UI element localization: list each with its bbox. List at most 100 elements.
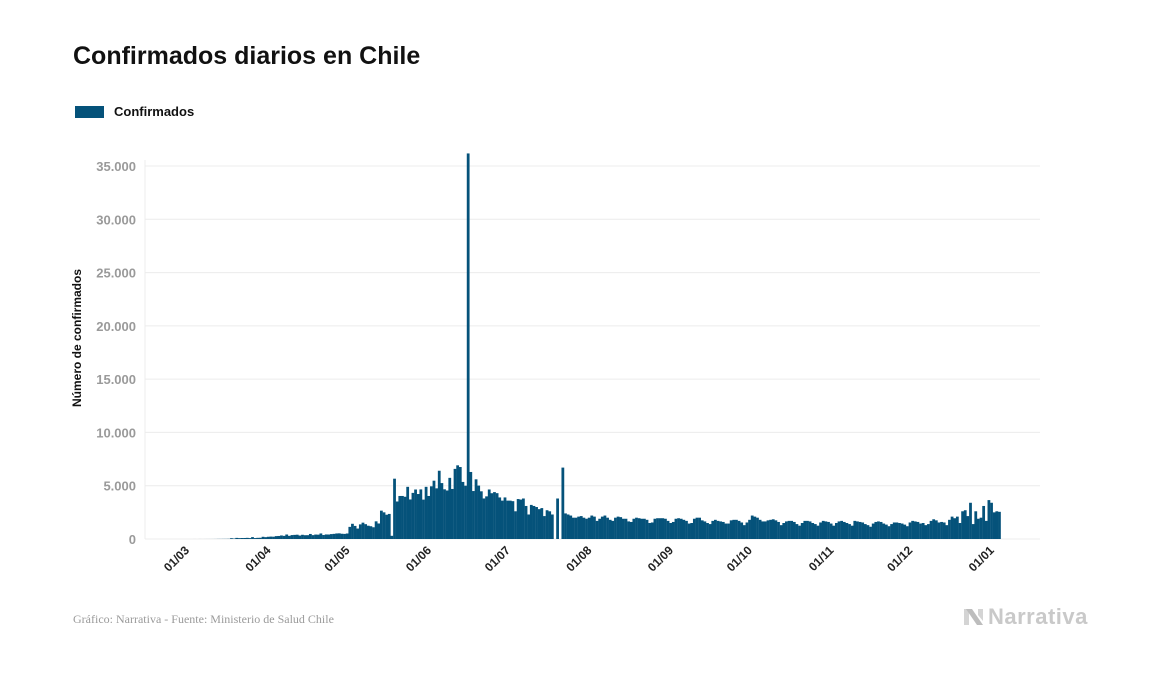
bar [395,501,399,539]
bar [627,521,630,539]
bar [692,518,696,539]
bar [390,535,394,539]
bar [932,519,936,539]
bar [337,533,341,539]
bar [614,517,617,539]
bar [606,517,609,539]
bar [422,499,425,539]
x-tick-label: 01/11 [806,543,837,574]
y-tick-label: 25.000 [96,266,136,281]
bar [671,521,675,539]
bar [574,517,578,539]
bar [929,520,933,539]
bar [406,486,410,539]
bar [984,520,988,539]
y-tick-label: 10.000 [96,425,136,440]
bar [298,535,302,539]
bar [829,523,833,539]
bar [995,511,999,539]
x-tick-label: 01/01 [966,543,997,574]
bar [519,499,523,539]
bar [934,520,938,539]
bar [916,521,920,539]
bar [590,515,594,539]
bar [280,535,283,539]
y-tick-label: 5.000 [103,479,136,494]
bar [408,499,412,539]
bar [666,520,670,539]
bar [719,521,723,539]
bar [905,526,909,539]
bar [274,536,278,539]
bar [514,511,517,539]
bar [998,511,1001,539]
bar [485,496,488,539]
bar [316,534,320,539]
bar [437,470,441,539]
bar [282,535,286,539]
bar [656,518,659,539]
bar [819,522,822,539]
bar [308,533,312,539]
bar [235,537,239,539]
bar [248,538,252,539]
bar [729,520,733,539]
bar [230,538,233,539]
bar [277,535,281,539]
bar [724,523,728,539]
bar [543,516,546,539]
bar [287,535,291,539]
bar [611,520,615,539]
x-tick-label: 01/05 [321,543,352,574]
x-tick-label: 01/12 [884,543,915,574]
bar [535,507,538,539]
bar [495,493,499,539]
bar [253,538,257,539]
bar [414,489,417,539]
bar [411,492,415,539]
bar [661,518,665,539]
bar [958,523,962,539]
bar [600,516,604,539]
bar [900,523,904,539]
bar [763,521,767,539]
bar [245,537,249,539]
bar [658,518,662,539]
bar [332,533,336,539]
bar [511,501,515,539]
bar [782,523,786,539]
bar [387,513,391,539]
bar [669,523,673,539]
bar [401,495,404,539]
bar [635,517,638,539]
bar [955,516,959,539]
bar [624,518,628,539]
bar [703,521,707,539]
bar [477,485,481,539]
bar [545,510,549,539]
bar [500,500,504,539]
bar [451,488,454,539]
bar [800,523,804,539]
bar [769,519,773,539]
bar [924,525,928,539]
bar [945,525,949,539]
bar [792,521,796,539]
bar [798,525,801,539]
bar [603,515,607,539]
bar [637,518,641,539]
bar [953,518,957,539]
bar [403,496,407,539]
bar [790,520,794,539]
bar [469,471,473,539]
bar [266,536,270,539]
bar [992,512,996,539]
bar [556,498,559,539]
bar [569,515,573,539]
bar [808,521,812,539]
bar [721,521,725,539]
bar [237,538,241,539]
bar [303,535,307,539]
bar [351,523,354,539]
bar [579,516,583,539]
